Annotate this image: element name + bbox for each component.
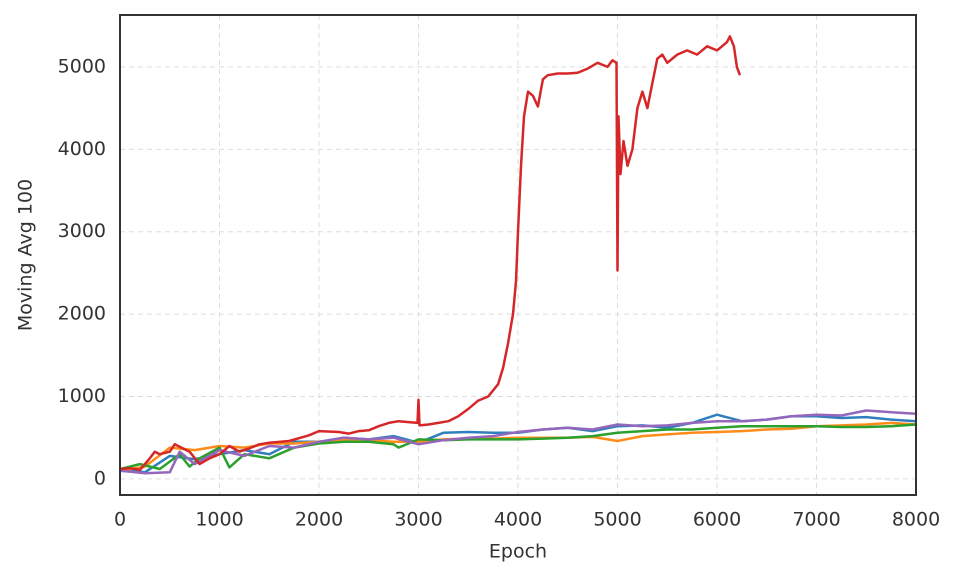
x-tick-label: 2000	[295, 509, 343, 531]
x-tick-label: 8000	[892, 509, 940, 531]
x-tick-label: 1000	[195, 509, 243, 531]
y-tick-label: 0	[94, 467, 106, 489]
y-tick-label: 4000	[58, 138, 106, 160]
x-tick-label: 0	[114, 509, 126, 531]
x-tick-label: 7000	[792, 509, 840, 531]
x-tick-label: 3000	[394, 509, 442, 531]
y-tick-label: 3000	[58, 220, 106, 242]
plot-frame	[119, 14, 917, 496]
y-tick-label: 5000	[58, 55, 106, 77]
series-line	[120, 35, 742, 472]
y-tick-label: 2000	[58, 303, 106, 325]
y-tick-label: 1000	[58, 385, 106, 407]
x-tick-label: 6000	[693, 509, 741, 531]
x-tick-label: 5000	[593, 509, 641, 531]
series-line	[120, 423, 916, 471]
series-line	[120, 409, 916, 475]
y-axis-label: Moving Avg 100	[15, 179, 37, 331]
x-tick-label: 4000	[494, 509, 542, 531]
x-axis-label: Epoch	[489, 541, 547, 563]
